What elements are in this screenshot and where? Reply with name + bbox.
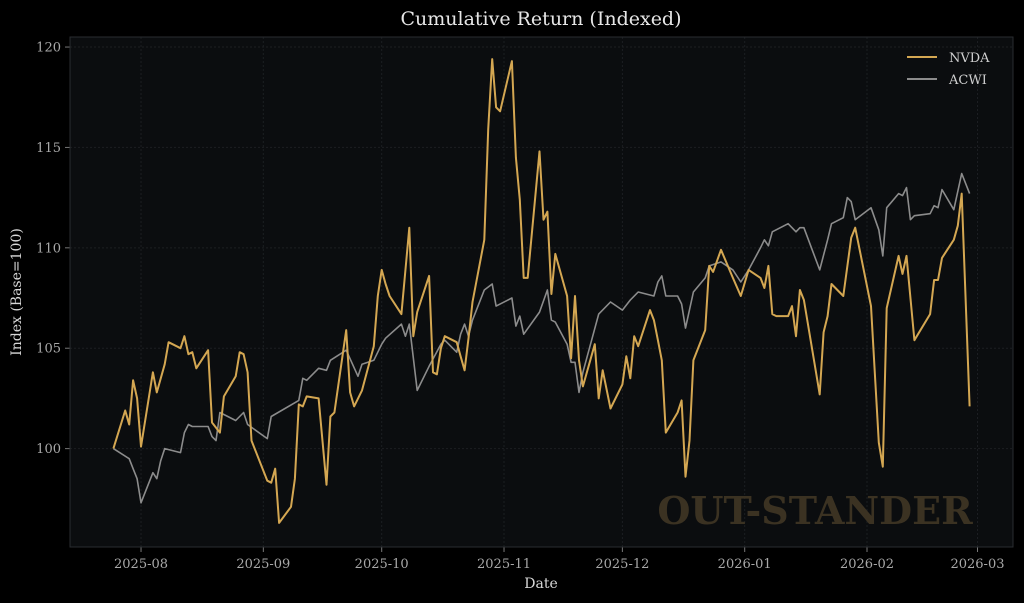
x-tick-label: 2026-03 [950,557,1004,572]
series-lines [112,58,971,524]
x-tick-label: 2025-10 [355,557,409,572]
series-line-acwi [112,172,971,504]
legend-label-nvda: NVDA [949,51,990,66]
y-tick-label: 105 [36,342,61,357]
axes: 2025-08 2025-09 2025-10 2025-11 2025-12 2026-… [36,36,1014,572]
x-tick-label: 2026-02 [840,557,894,572]
x-tick-label: 2025-09 [236,557,290,572]
y-tick-label: 115 [36,141,61,156]
legend: NVDA ACWI [907,51,990,88]
x-tick-label: 2025-11 [477,557,531,572]
x-axis-label: Date [524,576,557,592]
y-tick-label: 110 [36,241,61,256]
axes-frame [69,36,1014,548]
watermark-logo: OUT-STANDER [657,488,973,533]
x-tick-label: 2025-08 [114,557,168,572]
x-tick-label: 2026-01 [718,557,772,572]
chart-title: Cumulative Return (Indexed) [400,8,681,30]
y-axis-label: Index (Base=100) [9,228,25,356]
legend-label-acwi: ACWI [948,73,987,88]
series-line-nvda [112,58,971,524]
x-tick-label: 2025-12 [595,557,649,572]
y-tick-label: 100 [36,442,61,457]
grid [70,37,1013,547]
y-tick-label: 120 [36,41,61,56]
plot-area [70,37,1013,547]
